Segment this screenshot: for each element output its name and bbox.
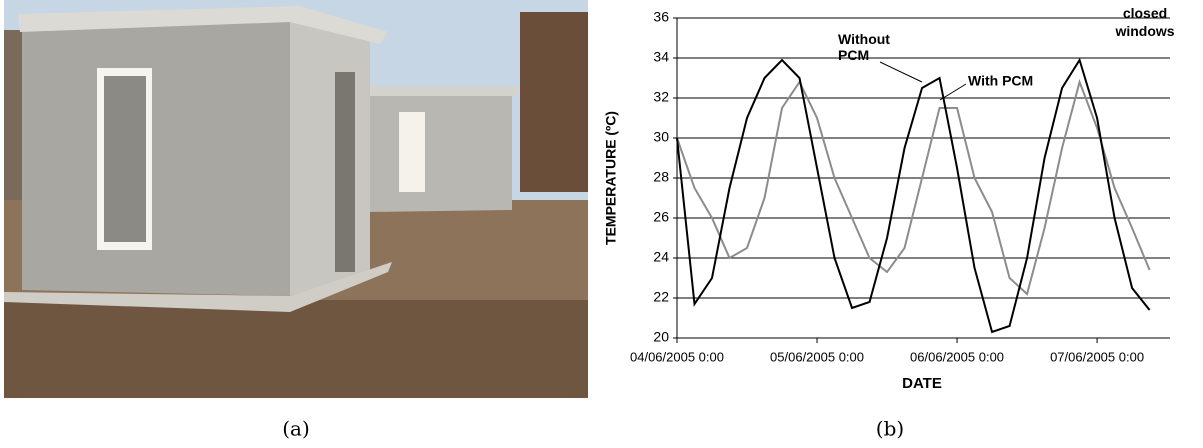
y-tick-label: 28 [653,169,669,185]
window-glass [104,76,146,242]
window [399,112,425,192]
label-arrow [879,61,923,83]
shadow [4,300,588,398]
y-tick-label: 34 [653,49,669,65]
caption: (b) [876,417,904,441]
series-label: With PCM [968,73,1033,89]
door [335,72,355,272]
y-tick-label: 24 [653,249,669,265]
y-tick-label: 36 [653,9,669,25]
cabin-side [290,18,370,296]
x-tick-label: 04/06/2005 0:00 [630,349,724,364]
annotation: closed windows [1114,5,1174,39]
y-tick-label: 22 [653,289,669,305]
y-tick-label: 26 [653,209,669,225]
series-label: Without PCM [838,31,890,63]
x-tick-label: 05/06/2005 0:00 [770,349,864,364]
caption: (a) [282,417,310,441]
y-tick-label: 32 [653,89,669,105]
x-tick-label: 06/06/2005 0:00 [910,349,1004,364]
crates [520,12,588,192]
base [4,262,392,312]
line-series [676,78,1151,296]
y-tick-label: 30 [653,129,669,145]
roof-back [360,86,518,96]
cabin-front [22,18,290,296]
y-axis-title: TEMPERATURE (ºC) [603,111,619,245]
y-tick-label: 20 [653,329,669,345]
photo [4,0,588,398]
x-axis-title: DATE [902,375,942,392]
x-tick-label: 07/06/2005 0:00 [1050,349,1144,364]
label-arrow [939,83,967,101]
line-series [676,57,1151,334]
cabin-back [368,90,512,212]
roof [18,6,388,44]
